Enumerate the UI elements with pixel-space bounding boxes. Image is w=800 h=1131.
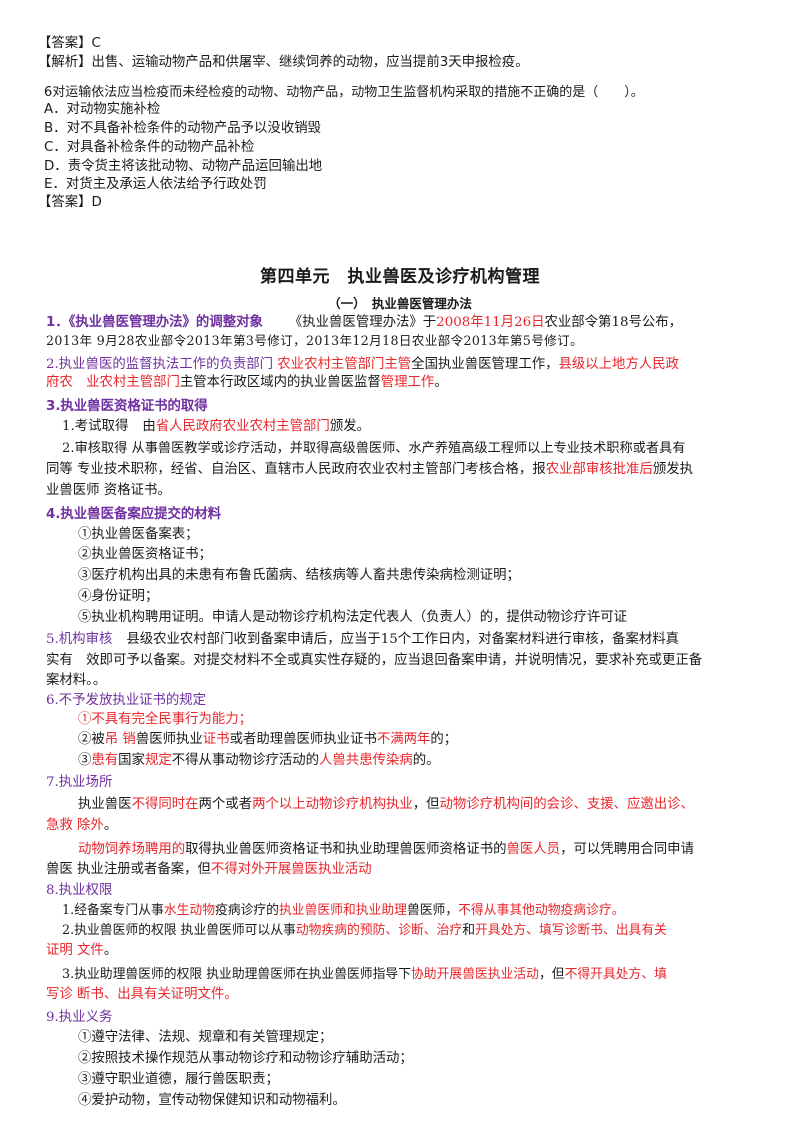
section-9-item-1: ①遵守法律、法规、规章和有关管理规定； [78, 1030, 333, 1045]
section-2-heading: 2.执业兽医的监督执法工作的负责部门 [46, 357, 274, 372]
section-3-item-1: 1.考试取得 由省人民政府农业农村主管部门颁发。 [62, 419, 370, 434]
question-6: 6对运输依法应当检疫而未经检疫的动物、动物产品，动物卫生监督机构采取的措施不正确… [44, 85, 644, 100]
section-8-item-3-line-1: 3.执业助理兽医师的权限 执业助理兽医师在执业兽医师指导下协助开展兽医执业活动，… [62, 967, 667, 982]
section-6-item-3: ③患有国家规定不得从事动物诊疗活动的人兽共患传染病的。 [78, 753, 440, 768]
section-4-heading: 4.执业兽医备案应提交的材料 [46, 507, 222, 522]
section-4-item-2: ②执业兽医资格证书； [78, 547, 212, 562]
option-c: C．对具备补检条件的动物产品补检 [44, 140, 255, 155]
section-6-item-2: ②被吊 销兽医师执业证书或者助理兽医师执业证书不满两年的； [78, 732, 458, 747]
section-4-item-5: ⑤执业机构聘用证明。申请人是动物诊疗机构法定代表人（负责人）的，提供动物诊疗许可… [78, 610, 628, 625]
section-3-heading: 3.执业兽医资格证书的取得 [46, 399, 208, 414]
option-d: D．责令货主将该批动物、动物产品运回输出地 [44, 159, 323, 174]
section-4-item-3: ③医疗机构出具的未患有布鲁氏菌病、结核病等人畜共患传染病检测证明； [78, 568, 520, 583]
section-6-heading: 6.不予发放执业证书的规定 [46, 693, 207, 708]
option-a: A．对动物实施补检 [44, 102, 161, 117]
section-7-para-1-line-1: 执业兽医不得同时在两个或者两个以上动物诊疗机构执业，但动物诊疗机构间的会诊、支援… [78, 797, 694, 812]
section-8-item-1: 1.经备案专门从事水生动物疫病诊疗的执业兽医师和执业助理兽医师，不得从事其他动物… [62, 903, 625, 918]
section-6-item-1: ①不具有完全民事行为能力； [78, 712, 253, 727]
section-9-item-3: ③遵守职业道德，履行兽医职责； [78, 1072, 279, 1087]
section-5-line-2: 实有 效即可予以备案。对提交材料不全或真实性存疑的，应当退回备案申请，并说明情况… [46, 653, 703, 668]
section-2-line-2: 府农 业农村主管部门主管本行政区域内的执业兽医监督管理工作。 [46, 375, 448, 390]
section-3-item-2-line-3: 业兽医师 资格证书。 [46, 483, 171, 498]
section-9-item-4: ④爱护动物，宣传动物保健知识和动物福利。 [78, 1093, 346, 1108]
section-8-item-2-line-1: 2.执业兽医师的权限 执业兽医师可以从事动物疾病的预防、诊断、治疗和开具处方、填… [62, 923, 667, 938]
section-5-heading: 5.机构审核 [46, 632, 113, 647]
section-1-line-1: 1．《执业兽医管理办法》的调整对象 《执业兽医管理办法》于2008年11月26日农… [46, 315, 683, 330]
section-4-item-1: ①执业兽医备案表； [78, 527, 199, 542]
section-1-line-2: 2013年 9月28农业部令2013年第3号修订，2013年12月18日农业部令… [46, 333, 584, 348]
section-9-item-2: ②按照技术操作规范从事动物诊疗和动物诊疗辅助活动； [78, 1051, 413, 1066]
section-5-line-1: 5.机构审核 县级农业农村部门收到备案申请后，应当于15个工作日内，对备案材料进行… [46, 632, 680, 647]
analysis-5: 【解析】出售、运输动物产品和供屠宰、继续饲养的动物，应当提前3天申报检疫。 [38, 55, 529, 70]
answer-5: 【答案】C [38, 36, 101, 51]
section-7-para-2-line-1: 动物饲养场聘用的取得执业兽医师资格证书和执业助理兽医师资格证书的兽医人员，可以凭… [78, 842, 694, 857]
unit-title: 第四单元 执业兽医及诊疗机构管理 [260, 267, 540, 287]
section-5-line-3: 案材料。。 [46, 673, 107, 688]
section-7-para-2-line-2: 兽医 执业注册或者备案，但不得对外开展兽医执业活动 [46, 862, 372, 877]
answer-6: 【答案】D [38, 195, 102, 210]
option-e: E．对货主及承运人依法给予行政处罚 [44, 177, 267, 192]
section-8-item-3-line-2: 写诊 断书、出具有关证明文件。 [46, 987, 238, 1002]
section-8-heading: 8.执业权限 [46, 883, 113, 898]
section-8-item-2-line-2: 证明 文件。 [46, 943, 118, 958]
section-7-para-1-line-2: 急救 除外。 [46, 818, 118, 833]
section-2-line-1: 2.执业兽医的监督执法工作的负责部门 农业农村主管部门主管全国执业兽医管理工作，… [46, 357, 680, 372]
section-3-item-2-line-2: 同等 专业技术职称，经省、自治区、直辖市人民政府农业农村主管部门考核合格，报农业… [46, 462, 694, 477]
section-7-heading: 7.执业场所 [46, 775, 113, 790]
option-b: B．对不具备补检条件的动物产品予以没收销毁 [44, 121, 321, 136]
unit-subtitle: （一） 执业兽医管理办法 [328, 296, 472, 311]
section-9-heading: 9.执业义务 [46, 1010, 113, 1025]
section-4-item-4: ④身份证明； [78, 589, 159, 604]
section-3-item-2-line-1: 2.审核取得 从事兽医教学或诊疗活动，并取得高级兽医师、水产养殖高级工程师以上专… [62, 441, 686, 456]
section-1-heading: 1．《执业兽医管理办法》的调整对象 [46, 315, 263, 330]
